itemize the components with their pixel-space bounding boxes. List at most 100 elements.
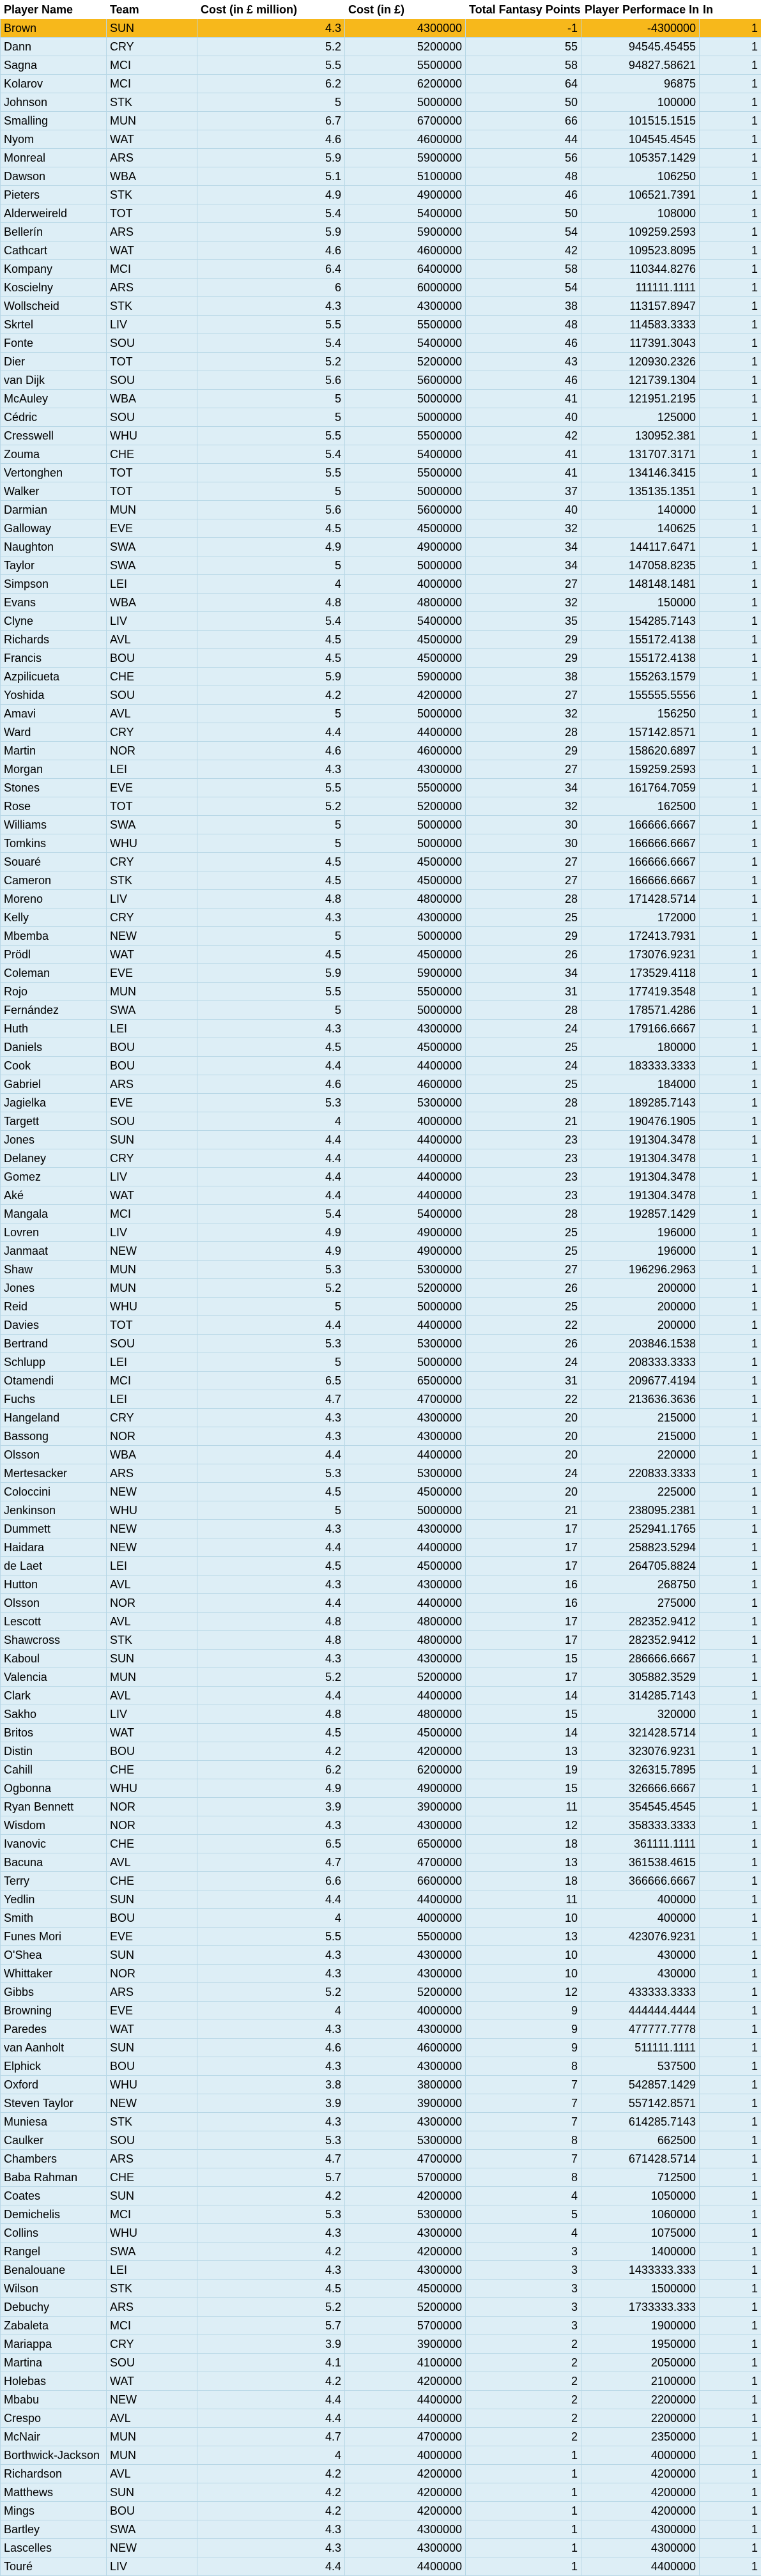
player-name-cell[interactable]: Bacuna [0,1853,107,1872]
team-cell[interactable]: LEI [106,1353,197,1372]
player-name-cell[interactable]: Whittaker [0,1964,107,1983]
team-cell[interactable]: WAT [106,945,197,964]
table-row[interactable]: Olsson WBA 4.4 4400000 20 220000 1 [0,1445,761,1464]
player-name-cell[interactable]: Shaw [0,1260,107,1279]
cost-million-cell[interactable]: 4.3 [197,1427,345,1446]
index-cell[interactable]: 321428.5714 [581,1723,700,1742]
cost-million-cell[interactable]: 5.7 [197,2316,345,2335]
player-name-cell[interactable]: Distin [0,1742,107,1761]
index-cell[interactable]: 275000 [581,1593,700,1613]
table-row[interactable]: Debuchy ARS 5.2 5200000 3 1733333.333 1 [0,2297,761,2317]
cost-million-cell[interactable]: 5.5 [197,315,345,334]
index-cell[interactable]: 712500 [581,2168,700,2187]
points-cell[interactable]: 26 [465,1334,581,1353]
table-row[interactable]: Kaboul SUN 4.3 4300000 15 286666.6667 1 [0,1649,761,1668]
in-cell[interactable]: 1 [699,1112,761,1131]
in-cell[interactable]: 1 [699,815,761,834]
index-cell[interactable]: 140625 [581,519,700,538]
table-row[interactable]: Lascelles NEW 4.3 4300000 1 4300000 1 [0,2538,761,2557]
team-cell[interactable]: CRY [106,723,197,742]
cost-million-cell[interactable]: 4.4 [197,1186,345,1205]
cost-cell[interactable]: 5600000 [344,371,466,390]
header-cost-million[interactable]: Cost (in £ million) [197,0,345,19]
table-row[interactable]: Smalling MUN 6.7 6700000 66 101515.1515 1 [0,111,761,130]
header-cost[interactable]: Cost (in £) [344,0,466,19]
in-cell[interactable]: 1 [699,259,761,279]
index-cell[interactable]: 184000 [581,1075,700,1094]
table-row[interactable]: Morgan LEI 4.3 4300000 27 159259.2593 1 [0,760,761,779]
team-cell[interactable]: LIV [106,2557,197,2576]
player-name-cell[interactable]: Hangeland [0,1408,107,1427]
points-cell[interactable]: 27 [465,852,581,871]
team-cell[interactable]: NEW [106,2390,197,2409]
cost-cell[interactable]: 5000000 [344,1353,466,1372]
table-row[interactable]: Targett SOU 4 4000000 21 190476.1905 1 [0,1112,761,1131]
cost-million-cell[interactable]: 5.5 [197,463,345,482]
cost-million-cell[interactable]: 4.3 [197,1649,345,1668]
team-cell[interactable]: SWA [106,815,197,834]
team-cell[interactable]: LIV [106,889,197,908]
in-cell[interactable]: 1 [699,463,761,482]
in-cell[interactable]: 1 [699,871,761,890]
in-cell[interactable]: 1 [699,2131,761,2150]
in-cell[interactable]: 1 [699,185,761,204]
cost-million-cell[interactable]: 4.3 [197,296,345,316]
cost-million-cell[interactable]: 4.5 [197,648,345,668]
cost-million-cell[interactable]: 4.7 [197,1390,345,1409]
in-cell[interactable]: 1 [699,1575,761,1594]
table-row[interactable]: Holebas WAT 4.2 4200000 2 2100000 1 [0,2372,761,2391]
points-cell[interactable]: 25 [465,1075,581,1094]
player-name-cell[interactable]: Smith [0,1908,107,1928]
index-cell[interactable]: 156250 [581,704,700,723]
in-cell[interactable]: 1 [699,1630,761,1650]
cost-million-cell[interactable]: 4 [197,1112,345,1131]
table-row[interactable]: Aké WAT 4.4 4400000 23 191304.3478 1 [0,1186,761,1205]
player-name-cell[interactable]: Taylor [0,556,107,575]
index-cell[interactable]: 125000 [581,408,700,427]
team-cell[interactable]: CHE [106,1834,197,1853]
table-row[interactable]: Cook BOU 4.4 4400000 24 183333.3333 1 [0,1056,761,1075]
cost-cell[interactable]: 4400000 [344,1686,466,1705]
points-cell[interactable]: 7 [465,2075,581,2094]
cost-million-cell[interactable]: 5.5 [197,1927,345,1946]
in-cell[interactable]: 1 [699,574,761,594]
index-cell[interactable]: 215000 [581,1427,700,1446]
table-row[interactable]: Pieters STK 4.9 4900000 46 106521.7391 1 [0,185,761,204]
table-row[interactable]: Cathcart WAT 4.6 4600000 42 109523.8095 1 [0,241,761,260]
cost-million-cell[interactable]: 4.4 [197,2557,345,2576]
team-cell[interactable]: CHE [106,1871,197,1890]
cost-million-cell[interactable]: 5 [197,408,345,427]
table-row[interactable]: Rangel SWA 4.2 4200000 3 1400000 1 [0,2242,761,2261]
team-cell[interactable]: BOU [106,2057,197,2076]
team-cell[interactable]: NEW [106,2094,197,2113]
player-name-cell[interactable]: Alderweireld [0,204,107,223]
index-cell[interactable]: 180000 [581,1038,700,1057]
cost-million-cell[interactable]: 4.4 [197,1149,345,1168]
in-cell[interactable]: 1 [699,1297,761,1316]
cost-cell[interactable]: 6500000 [344,1834,466,1853]
index-cell[interactable]: 100000 [581,93,700,112]
table-row[interactable]: Nyom WAT 4.6 4600000 44 104545.4545 1 [0,130,761,149]
table-row[interactable]: Stones EVE 5.5 5500000 34 161764.7059 1 [0,778,761,797]
table-row[interactable]: Funes Mori EVE 5.5 5500000 13 423076.9231 1 [0,1927,761,1946]
cost-cell[interactable]: 6500000 [344,1371,466,1390]
player-name-cell[interactable]: Bartley [0,2520,107,2539]
cost-million-cell[interactable]: 4.4 [197,2390,345,2409]
points-cell[interactable]: -1 [465,19,581,38]
team-cell[interactable]: ARS [106,148,197,167]
cost-million-cell[interactable]: 4.2 [197,2501,345,2520]
cost-cell[interactable]: 5200000 [344,1278,466,1298]
cost-cell[interactable]: 5700000 [344,2168,466,2187]
team-cell[interactable]: MUN [106,500,197,519]
index-cell[interactable]: 150000 [581,593,700,612]
cost-cell[interactable]: 5700000 [344,2316,466,2335]
cost-million-cell[interactable]: 4.5 [197,1482,345,1501]
table-row[interactable]: Zabaleta MCI 5.7 5700000 3 1900000 1 [0,2316,761,2335]
in-cell[interactable]: 1 [699,1315,761,1335]
cost-million-cell[interactable]: 6.2 [197,1760,345,1779]
cost-cell[interactable]: 5500000 [344,426,466,445]
in-cell[interactable]: 1 [699,1371,761,1390]
table-row[interactable]: Jones SUN 4.4 4400000 23 191304.3478 1 [0,1130,761,1149]
index-cell[interactable]: 358333.3333 [581,1816,700,1835]
player-name-cell[interactable]: Brown [0,19,107,38]
